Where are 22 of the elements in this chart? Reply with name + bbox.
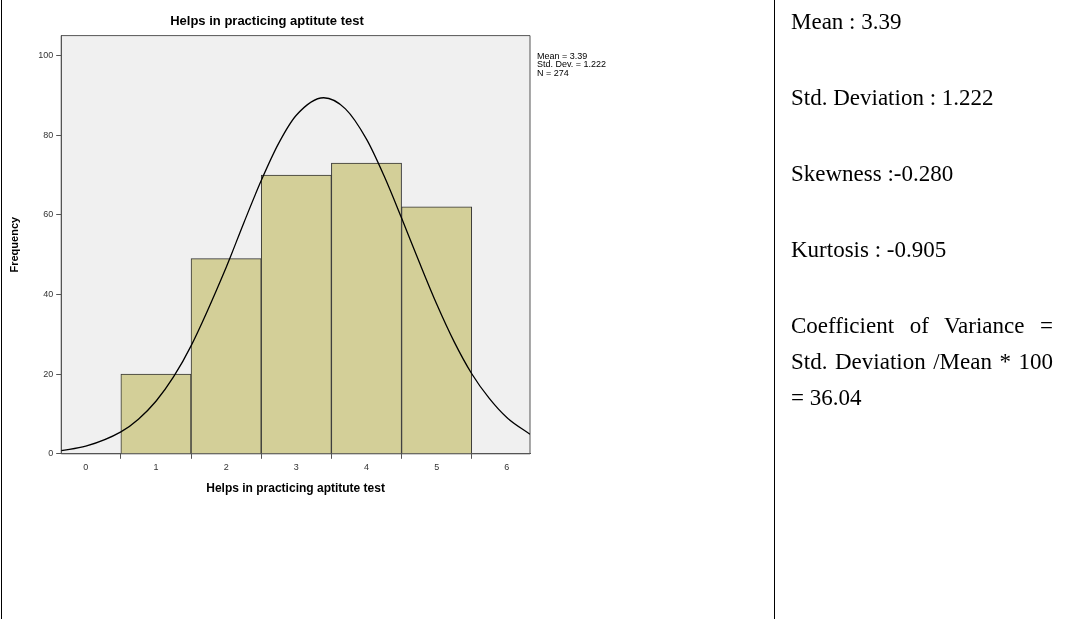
x-tick-label: 4 xyxy=(363,461,369,472)
text: Skewness :-0.280 xyxy=(791,160,955,188)
x-tick-label: 2 xyxy=(223,461,229,472)
x-tick-label: 1 xyxy=(153,461,159,472)
text: Kurtosis : -0.905 xyxy=(791,236,948,264)
y-axis-title: Frequency xyxy=(7,216,20,273)
chart-title: Helps in practicing aptitute test xyxy=(170,13,365,29)
x-tick-label: 3 xyxy=(293,461,299,472)
text: Std. Deviation : 1.222 xyxy=(791,84,995,112)
text: Mean : 3.39 xyxy=(791,8,903,36)
x-tick-label: 6 xyxy=(504,461,510,472)
y-tick-label: 0 xyxy=(48,448,54,459)
y-tick-label: 40 xyxy=(43,288,54,299)
x-tick-label: 5 xyxy=(434,461,440,472)
y-tick-label: 20 xyxy=(43,368,54,379)
x-tick-label: 0 xyxy=(83,461,89,472)
y-tick-label: 60 xyxy=(43,209,54,220)
text: Coefficient of Variance = Std. Deviation /Mean * 100 = 36.04 xyxy=(791,312,1053,412)
text: Mean = 3.39 Std. Dev. = 1.222 N = 274 xyxy=(537,50,607,78)
y-tick-label: 80 xyxy=(43,129,54,140)
y-tick-label: 100 xyxy=(38,50,54,60)
x-axis-title: Helps in practicing aptitute test xyxy=(206,481,385,496)
